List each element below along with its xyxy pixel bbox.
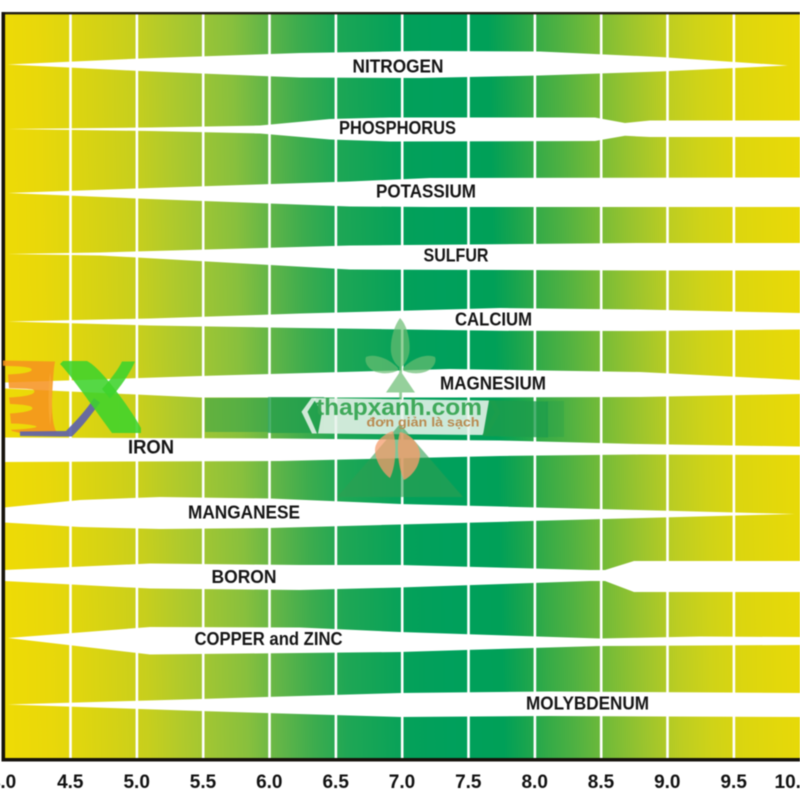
svg-text:POTASSIUM: POTASSIUM — [376, 182, 476, 202]
svg-text:COPPER and ZINC: COPPER and ZINC — [195, 629, 343, 649]
svg-text:PHOSPHORUS: PHOSPHORUS — [339, 118, 456, 138]
svg-text:MOLYBDENUM: MOLYBDENUM — [526, 694, 649, 714]
svg-text:4.0: 4.0 — [0, 772, 16, 793]
svg-text:8.5: 8.5 — [588, 772, 615, 793]
svg-text:10.0: 10.0 — [775, 772, 800, 793]
svg-text:IRON: IRON — [128, 437, 174, 459]
svg-text:9.5: 9.5 — [720, 772, 747, 793]
svg-text:CALCIUM: CALCIUM — [455, 310, 532, 330]
svg-text:6.0: 6.0 — [256, 772, 282, 793]
svg-text:7.5: 7.5 — [455, 772, 482, 793]
svg-text:đơn giản là sạch: đơn giản là sạch — [367, 415, 480, 430]
svg-text:9.0: 9.0 — [654, 772, 680, 793]
svg-text:BORON: BORON — [212, 567, 277, 587]
svg-text:MAGNESIUM: MAGNESIUM — [440, 374, 546, 394]
svg-text:MANGANESE: MANGANESE — [188, 503, 300, 523]
svg-text:NITROGEN: NITROGEN — [353, 57, 444, 77]
svg-text:6.5: 6.5 — [322, 772, 349, 793]
svg-text:thapxanh.com: thapxanh.com — [316, 394, 482, 420]
svg-text:8.0: 8.0 — [521, 772, 547, 793]
svg-text:SULFUR: SULFUR — [424, 246, 489, 266]
svg-text:5.0: 5.0 — [123, 772, 149, 793]
svg-text:7.0: 7.0 — [389, 772, 415, 793]
svg-text:5.5: 5.5 — [190, 772, 217, 793]
svg-text:4.5: 4.5 — [57, 772, 84, 793]
